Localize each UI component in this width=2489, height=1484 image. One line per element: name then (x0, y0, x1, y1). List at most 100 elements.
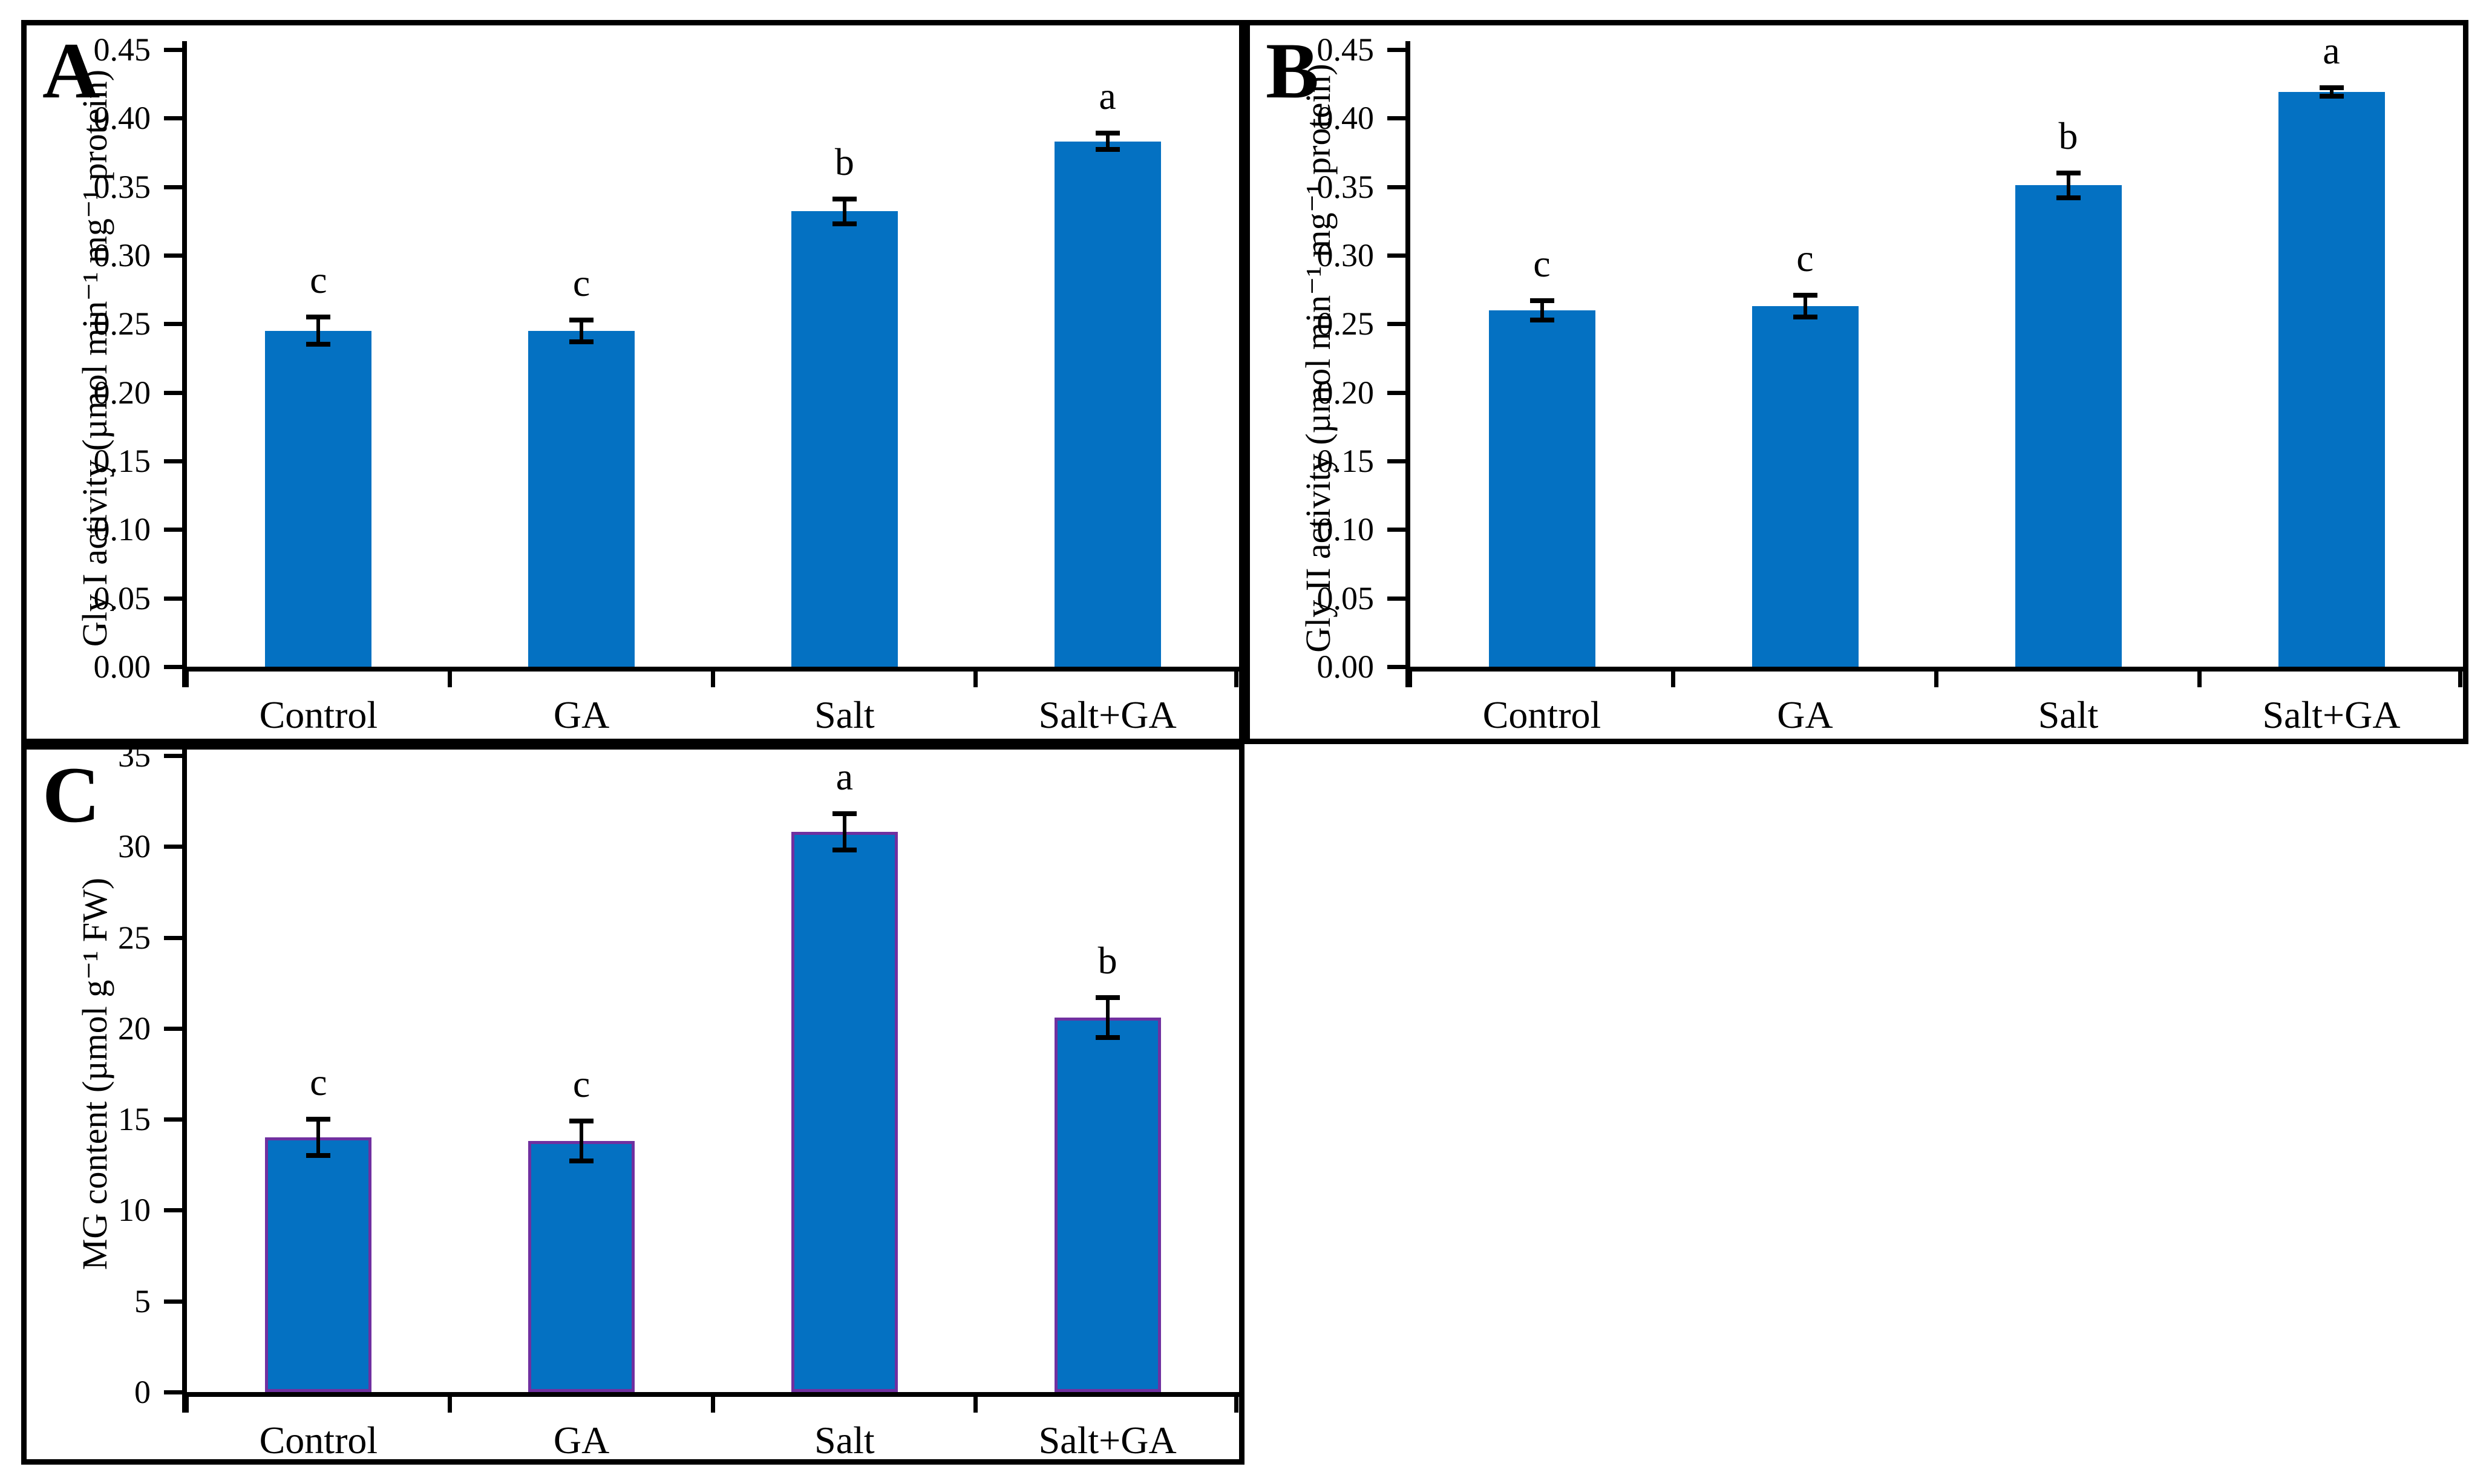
significance-letter: c (572, 261, 590, 304)
panel-letter-c: C (42, 750, 100, 839)
bar-salt+ga (2278, 92, 2385, 667)
y-tick-label: 0.30 (93, 237, 151, 273)
error-bar-line (316, 1119, 321, 1156)
error-bar-cap-top (1095, 995, 1120, 1000)
error-bar-line (842, 814, 846, 851)
error-bar-cap-top (306, 315, 331, 319)
y-tick-mark (164, 253, 182, 258)
y-tick-label: 0.15 (1316, 443, 1375, 479)
y-tick-mark (1387, 322, 1405, 327)
bar-salt+ga (1054, 141, 1161, 667)
y-tick-mark (164, 528, 182, 532)
y-tick-label: 0.10 (1316, 511, 1375, 548)
y-tick-mark (164, 48, 182, 52)
error-bar-cap-top (2056, 171, 2081, 175)
y-tick-label: 0.35 (93, 168, 151, 205)
error-bar-cap-bottom (1529, 317, 1554, 322)
error-bar-cap-bottom (306, 342, 331, 347)
error-bar-line (316, 317, 321, 345)
x-tick-mark (447, 1397, 452, 1413)
category-label: Control (259, 693, 378, 736)
error-bar-cap-bottom (1793, 315, 1817, 319)
x-axis-line (182, 1392, 1239, 1397)
panel-a: A Gly I activity (µmol min⁻¹ mg⁻¹ protei… (21, 20, 1244, 744)
error-bar-line (1540, 300, 1544, 320)
y-tick-label: 0 (134, 1374, 151, 1410)
y-tick-label: 0.30 (1316, 237, 1375, 273)
y-tick-label: 0.25 (93, 306, 151, 342)
error-bar-line (2329, 88, 2334, 97)
error-bar-cap-bottom (569, 1159, 594, 1164)
error-bar-cap-bottom (832, 221, 857, 226)
y-tick-mark (1387, 185, 1405, 189)
error-bar-line (842, 199, 846, 224)
x-tick-mark (1934, 672, 1938, 687)
error-bar-cap-bottom (569, 339, 594, 344)
error-bar-cap-top (2319, 85, 2344, 91)
y-tick-mark (164, 665, 182, 669)
category-label: GA (1777, 693, 1833, 736)
x-tick-mark (1234, 1397, 1238, 1413)
y-axis-line (182, 41, 187, 687)
significance-letter: b (834, 140, 854, 184)
y-tick-label: 5 (134, 1283, 151, 1319)
significance-letter: a (836, 755, 854, 799)
y-tick-mark (1387, 116, 1405, 121)
bar-control (265, 1137, 372, 1392)
category-label: Salt (814, 693, 875, 736)
bar-ga (1751, 306, 1859, 667)
y-tick-mark (1387, 48, 1405, 52)
error-bar-cap-top (1793, 292, 1817, 298)
error-bar-cap-top (1529, 298, 1554, 303)
x-tick-mark (710, 672, 715, 687)
error-bar-line (580, 1121, 584, 1162)
y-tick-label: 35 (118, 737, 151, 774)
significance-letter: c (310, 1061, 327, 1104)
y-tick-label: 25 (118, 919, 151, 956)
significance-letter: c (572, 1062, 590, 1106)
bar-salt (2015, 185, 2122, 667)
y-tick-mark (164, 459, 182, 463)
plot-area-c: 0 5 10 15 20 25 30 35 c Control c GA a Salt b Salt+GA (27, 737, 1239, 1462)
x-tick-mark (447, 672, 452, 687)
y-tick-label: 15 (118, 1101, 151, 1138)
y-tick-label: 0.35 (1316, 168, 1375, 205)
y-tick-label: 0.15 (93, 443, 151, 479)
error-bar-cap-bottom (1095, 147, 1120, 152)
error-bar-line (580, 319, 584, 342)
error-bar-cap-top (1095, 131, 1120, 136)
x-tick-mark (1234, 672, 1238, 687)
x-axis-line (1405, 667, 2463, 672)
x-tick-mark (1671, 672, 1675, 687)
category-label: Salt (814, 1419, 875, 1462)
error-bar-line (1803, 295, 1807, 317)
x-tick-mark (1408, 672, 1412, 687)
error-bar-cap-bottom (2319, 94, 2344, 99)
y-tick-mark (164, 322, 182, 327)
y-tick-mark (164, 1208, 182, 1213)
error-bar-cap-bottom (2056, 195, 2081, 200)
y-tick-label: 0.05 (93, 580, 151, 616)
y-tick-mark (1387, 596, 1405, 601)
y-tick-mark (164, 116, 182, 121)
y-tick-label: 0.40 (93, 100, 151, 137)
y-tick-label: 0.20 (93, 374, 151, 411)
panel-b: B Gly II activity (µmol min⁻¹ mg⁻¹ prote… (1244, 20, 2468, 744)
category-label: Control (259, 1419, 378, 1462)
x-tick-mark (2197, 672, 2202, 687)
bar-salt (791, 211, 898, 667)
significance-letter: c (310, 258, 327, 301)
x-tick-mark (2458, 672, 2462, 687)
error-bar-line (1105, 133, 1110, 150)
y-tick-label: 0.25 (1316, 306, 1375, 342)
error-bar-cap-top (569, 317, 594, 322)
y-tick-mark (1387, 253, 1405, 258)
error-bar-cap-top (306, 1117, 331, 1122)
error-bar-cap-top (569, 1119, 594, 1124)
y-tick-mark (1387, 665, 1405, 669)
significance-letter: c (1796, 236, 1814, 279)
significance-letter: b (2058, 114, 2078, 157)
y-axis-line (182, 747, 187, 1413)
category-label: Salt+GA (1038, 1419, 1177, 1462)
x-tick-mark (185, 672, 189, 687)
